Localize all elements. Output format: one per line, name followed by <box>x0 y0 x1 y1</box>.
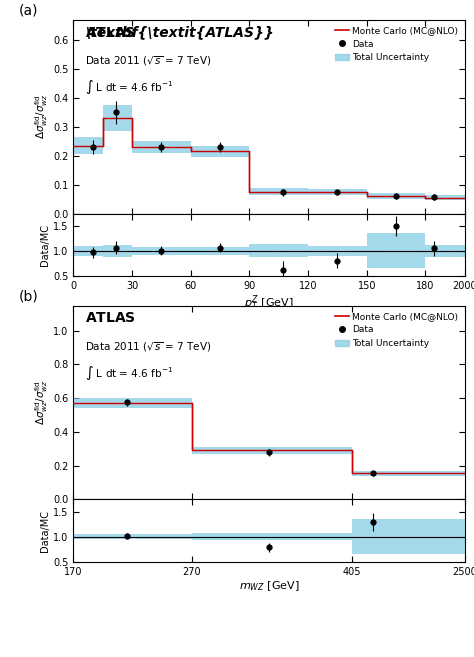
Legend: Monte Carlo (MC@NLO), Data, Total Uncertainty: Monte Carlo (MC@NLO), Data, Total Uncert… <box>331 22 462 66</box>
Text: (b): (b) <box>18 290 38 304</box>
Y-axis label: $\Delta\sigma^{\rm fid}_{wz}/\sigma^{\rm fid}_{wz}$: $\Delta\sigma^{\rm fid}_{wz}/\sigma^{\rm… <box>34 94 50 139</box>
Text: $\bf{ATLAS}$: $\bf{ATLAS}$ <box>85 26 136 39</box>
Text: \textbf{\textit{ATLAS}}: \textbf{\textit{ATLAS}} <box>85 26 274 39</box>
Text: $\bf{ATLAS}$: $\bf{ATLAS}$ <box>85 311 136 325</box>
Legend: Monte Carlo (MC@NLO), Data, Total Uncertainty: Monte Carlo (MC@NLO), Data, Total Uncert… <box>331 308 462 351</box>
Text: $\int$ L dt = 4.6 fb$^{-1}$: $\int$ L dt = 4.6 fb$^{-1}$ <box>85 78 173 96</box>
Y-axis label: $\Delta\sigma^{\rm fid}_{wz}/\sigma^{\rm fid}_{wz}$: $\Delta\sigma^{\rm fid}_{wz}/\sigma^{\rm… <box>34 380 50 425</box>
Text: $\int$ L dt = 4.6 fb$^{-1}$: $\int$ L dt = 4.6 fb$^{-1}$ <box>85 364 173 382</box>
Y-axis label: Data/MC: Data/MC <box>40 510 50 551</box>
Text: Data 2011 ($\sqrt{s}$ = 7 TeV): Data 2011 ($\sqrt{s}$ = 7 TeV) <box>85 55 212 68</box>
Text: Data 2011 ($\sqrt{s}$ = 7 TeV): Data 2011 ($\sqrt{s}$ = 7 TeV) <box>85 340 212 354</box>
Y-axis label: Data/MC: Data/MC <box>40 224 50 265</box>
X-axis label: $p_T^Z$ [GeV]: $p_T^Z$ [GeV] <box>244 294 294 313</box>
X-axis label: $m_{WZ}$ [GeV]: $m_{WZ}$ [GeV] <box>239 579 299 593</box>
Text: (a): (a) <box>18 4 38 18</box>
